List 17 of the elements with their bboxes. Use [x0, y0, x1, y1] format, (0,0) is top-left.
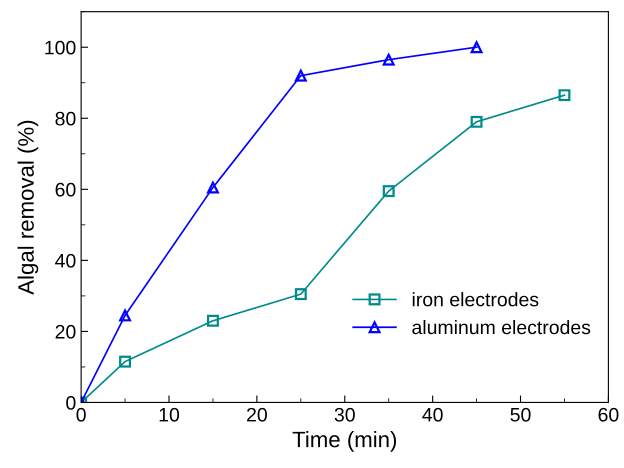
- y-tick-label: 40: [55, 254, 76, 268]
- x-tick-label: 50: [510, 408, 531, 422]
- y-tick-label: 100: [45, 40, 76, 54]
- x-tick-label: 30: [334, 408, 355, 422]
- y-tick-label: 0: [66, 396, 76, 410]
- x-tick-label: 0: [76, 408, 86, 422]
- y-axis-title: Algal removal (%): [18, 120, 38, 295]
- y-tick-label: 20: [56, 324, 76, 339]
- y-tick-label: 60: [56, 182, 76, 197]
- legend-label: aluminum electrodes: [412, 320, 590, 334]
- x-tick-label: 10: [160, 408, 180, 422]
- y-tick-label: 80: [55, 112, 76, 126]
- x-tick-label: 20: [247, 408, 267, 422]
- x-tick-label: 40: [422, 408, 443, 422]
- legend-label: iron electrodes: [412, 292, 538, 306]
- x-tick-label: 60: [598, 408, 618, 422]
- x-axis-title: Time (min): [292, 431, 396, 452]
